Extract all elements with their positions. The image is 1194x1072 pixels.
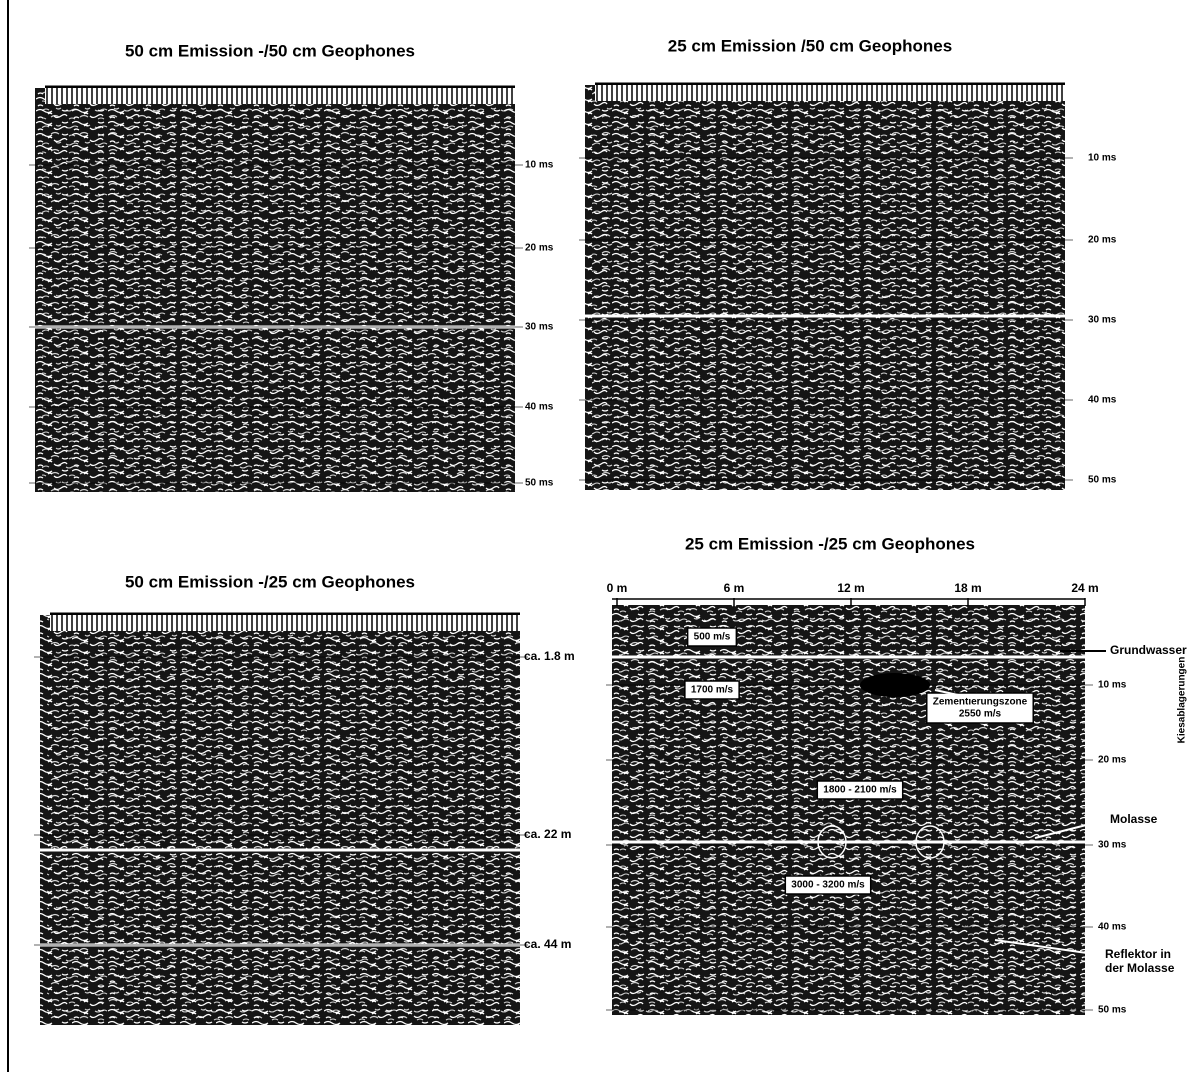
velocity-box-frame [784,875,872,895]
depth-label: 10 ms [1088,153,1117,164]
velocity-label: 1800 - 2100 m/s [823,785,897,796]
depth-label: 40 ms [1088,395,1117,406]
pointer [934,689,973,699]
seismic-texture [592,88,1072,493]
velocity-box-frame [816,780,904,800]
depth-label: ca. 22 m [524,827,571,841]
seismic-texture [42,91,522,495]
depth-label: 40 ms [1098,922,1127,933]
geophone-ticks [595,85,1065,101]
panels: 50 cm Emission -/50 cm Geophones 10 ms 20 … [29,36,1188,1028]
depth-label: 50 ms [1088,475,1117,486]
velocity-box: 500 m/s [686,627,738,647]
panel-title: 50 cm Emission -/25 cm Geophones [125,572,415,591]
depth-label: 10 ms [525,160,554,171]
geophone-ticks [45,88,515,104]
depth-label: 40 ms [525,402,554,413]
velocity-box: 3000 - 3200 m/s [784,875,872,895]
annotation-arrow [994,939,1102,956]
seismic-texture [47,618,527,1028]
depth-label: ca. 44 m [524,937,571,951]
depth-label: 50 ms [525,478,554,489]
distance-label: 6 m [724,581,745,595]
marker-circle [915,825,945,859]
distance-label: 0 m [607,581,628,595]
depth-label: 20 ms [525,243,554,254]
annotation: Grundwasser [1110,643,1187,657]
marker-circle [817,825,847,859]
velocity-label: 3000 - 3200 m/s [791,880,865,891]
depth-label: 10 ms [1098,680,1127,691]
velocity-box: 1700 m/s [684,680,740,700]
depth-label: ca. 1.8 m [524,649,575,663]
distance-label: 18 m [954,581,981,595]
depth-label: 20 ms [1098,755,1127,766]
annotation: Molasse [1110,812,1158,826]
seismic-texture [619,608,1092,1018]
velocity-label: 500 m/s [694,632,731,643]
velocity-box-frame [684,680,740,700]
distance-label: 12 m [837,581,864,595]
depth-label: 30 ms [1088,315,1117,326]
panel-title: 25 cm Emission /50 cm Geophones [668,36,952,55]
annotation: der Molasse [1105,961,1175,975]
velocity-label: Zementierungszone [933,697,1028,708]
geophone-ticks [50,615,520,631]
dark-zone [860,673,930,697]
velocity-label: 1700 m/s [691,685,734,696]
annotation-arrow [1034,819,1107,839]
depth-label: 30 ms [525,322,554,333]
panel-title: 25 cm Emission -/25 cm Geophones [685,534,975,553]
depth-label: 30 ms [1098,840,1127,851]
panel-title: 50 cm Emission -/50 cm Geophones [125,41,415,60]
velocity-box-frame [686,627,738,647]
depth-label: 20 ms [1088,235,1117,246]
velocity-label: 2550 m/s [959,709,1002,720]
velocity-box-frame [926,692,1034,724]
side-label: Kiesablagerungen [1177,657,1188,744]
distance-label: 24 m [1071,581,1098,595]
velocity-box: 1800 - 2100 m/s [816,780,904,800]
annotation: Reflektor in [1105,947,1171,961]
depth-label: 50 ms [1098,1005,1127,1016]
